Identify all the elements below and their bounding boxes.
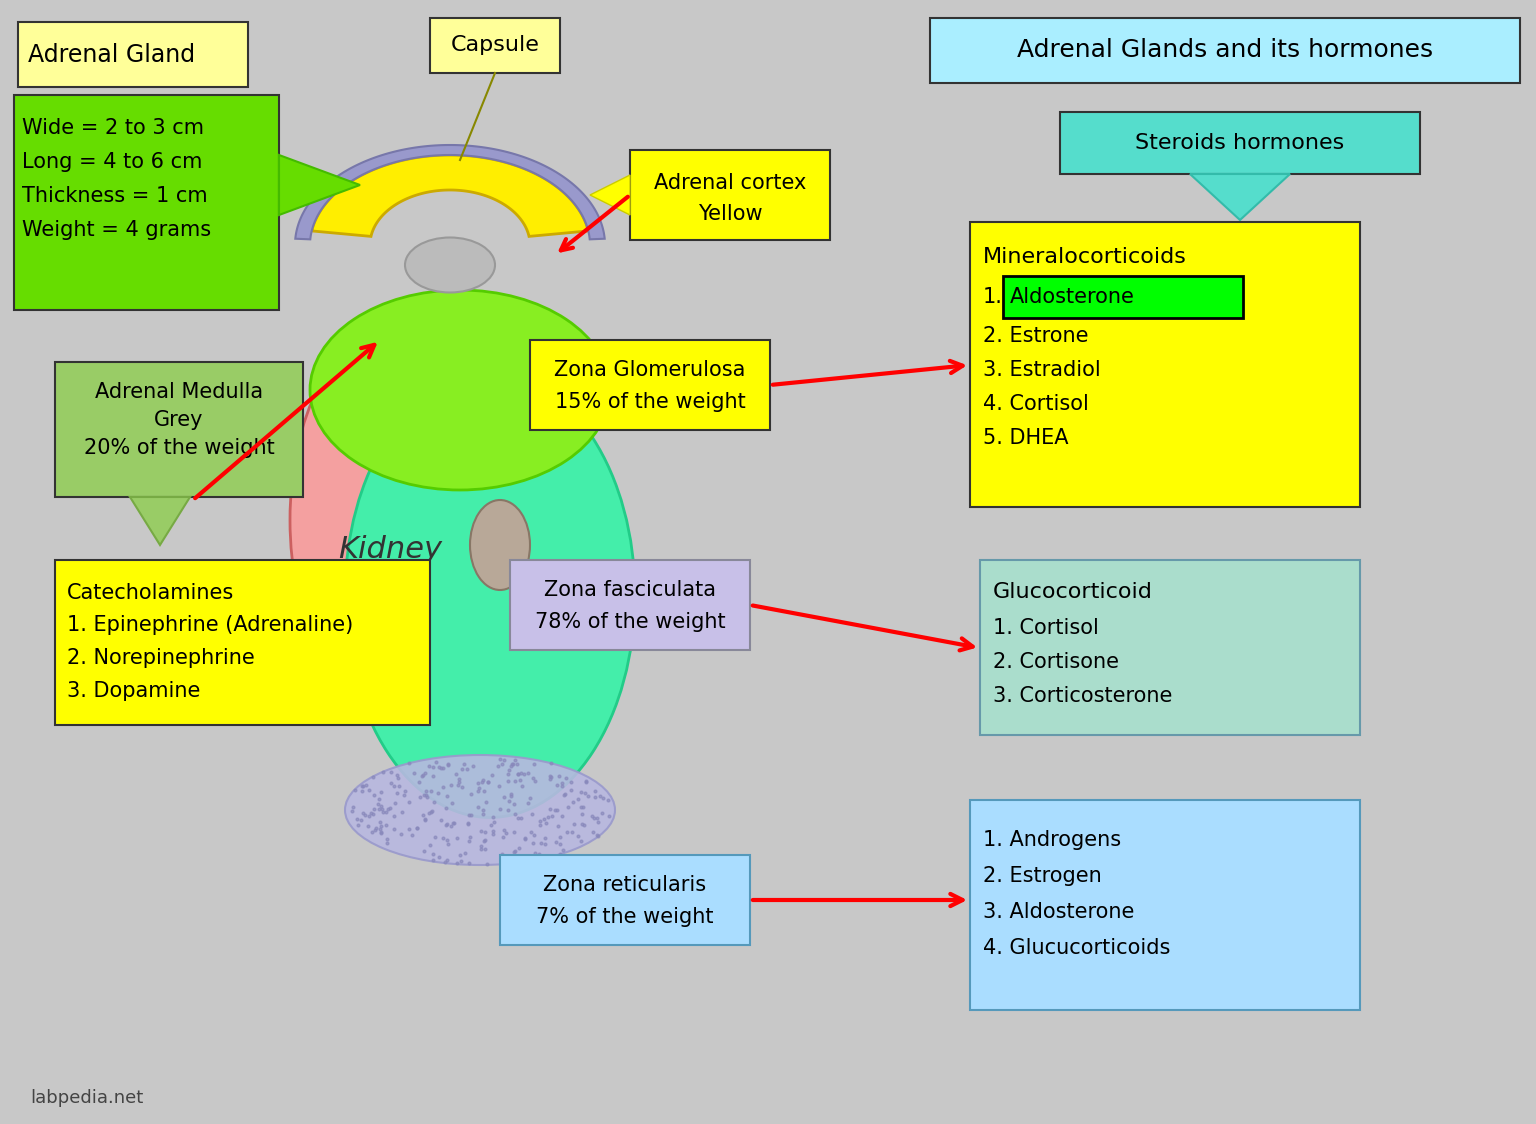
FancyBboxPatch shape — [1060, 112, 1419, 174]
Ellipse shape — [346, 755, 614, 865]
FancyBboxPatch shape — [630, 149, 829, 241]
Ellipse shape — [406, 237, 495, 292]
Ellipse shape — [290, 330, 490, 710]
Text: Catecholamines: Catecholamines — [68, 583, 235, 602]
Text: Zona reticularis: Zona reticularis — [544, 874, 707, 895]
FancyBboxPatch shape — [1003, 277, 1243, 318]
Text: Zona Glomerulosa: Zona Glomerulosa — [554, 360, 745, 380]
Text: 5. DHEA: 5. DHEA — [983, 428, 1069, 448]
Polygon shape — [590, 175, 630, 215]
Text: Mineralocorticoids: Mineralocorticoids — [983, 247, 1187, 268]
Polygon shape — [280, 155, 359, 215]
FancyBboxPatch shape — [14, 96, 280, 310]
Ellipse shape — [346, 372, 634, 817]
Text: Zona fasciculata: Zona fasciculata — [544, 580, 716, 600]
Ellipse shape — [470, 500, 530, 590]
Text: Adrenal Medulla: Adrenal Medulla — [95, 382, 263, 402]
Text: Thickness = 1 cm: Thickness = 1 cm — [22, 185, 207, 206]
Text: Weight = 4 grams: Weight = 4 grams — [22, 220, 210, 241]
Text: 1. Epinephrine (Adrenaline): 1. Epinephrine (Adrenaline) — [68, 615, 353, 635]
Text: Grey: Grey — [154, 410, 204, 430]
FancyBboxPatch shape — [430, 18, 561, 73]
Text: 2. Norepinephrine: 2. Norepinephrine — [68, 649, 255, 668]
Polygon shape — [312, 155, 588, 236]
Ellipse shape — [310, 290, 610, 490]
Text: 1. Cortisol: 1. Cortisol — [992, 618, 1098, 638]
Text: 2. Estrogen: 2. Estrogen — [983, 865, 1101, 886]
Text: Glucocorticoid: Glucocorticoid — [992, 582, 1154, 602]
Text: Adrenal cortex: Adrenal cortex — [654, 173, 806, 193]
FancyBboxPatch shape — [530, 339, 770, 430]
Polygon shape — [1190, 174, 1290, 220]
FancyBboxPatch shape — [929, 18, 1521, 83]
Text: Capsule: Capsule — [450, 35, 539, 55]
Text: Yellow: Yellow — [697, 203, 762, 224]
FancyBboxPatch shape — [55, 362, 303, 497]
FancyBboxPatch shape — [501, 855, 750, 945]
Text: 20% of the weight: 20% of the weight — [83, 438, 275, 457]
Text: Aldosterone: Aldosterone — [1011, 287, 1135, 307]
Text: 15% of the weight: 15% of the weight — [554, 392, 745, 413]
Text: 78% of the weight: 78% of the weight — [535, 611, 725, 632]
FancyBboxPatch shape — [971, 223, 1359, 507]
Text: Adrenal Gland: Adrenal Gland — [28, 43, 195, 67]
FancyBboxPatch shape — [55, 560, 430, 725]
Text: 2. Estrone: 2. Estrone — [983, 326, 1089, 346]
Text: 3. Dopamine: 3. Dopamine — [68, 681, 200, 701]
Text: 2. Cortisone: 2. Cortisone — [992, 652, 1120, 672]
FancyBboxPatch shape — [971, 800, 1359, 1010]
FancyBboxPatch shape — [980, 560, 1359, 735]
Text: Steroids hormones: Steroids hormones — [1135, 133, 1344, 153]
Text: Adrenal Glands and its hormones: Adrenal Glands and its hormones — [1017, 38, 1433, 62]
Text: 1. Androgens: 1. Androgens — [983, 830, 1121, 850]
Text: labpedia.net: labpedia.net — [31, 1089, 143, 1107]
FancyBboxPatch shape — [18, 22, 247, 87]
Text: Kidney: Kidney — [338, 535, 442, 564]
Polygon shape — [295, 145, 605, 239]
FancyBboxPatch shape — [510, 560, 750, 650]
Text: Long = 4 to 6 cm: Long = 4 to 6 cm — [22, 152, 203, 172]
Text: 1.: 1. — [983, 287, 1003, 307]
Text: 4. Cortisol: 4. Cortisol — [983, 395, 1089, 414]
Text: 7% of the weight: 7% of the weight — [536, 907, 714, 927]
Text: 3. Corticosterone: 3. Corticosterone — [992, 686, 1172, 706]
Text: Wide = 2 to 3 cm: Wide = 2 to 3 cm — [22, 118, 204, 138]
Text: 3. Estradiol: 3. Estradiol — [983, 360, 1101, 380]
Text: 4. Glucucorticoids: 4. Glucucorticoids — [983, 939, 1170, 958]
Polygon shape — [131, 497, 190, 545]
Text: 3. Aldosterone: 3. Aldosterone — [983, 901, 1135, 922]
